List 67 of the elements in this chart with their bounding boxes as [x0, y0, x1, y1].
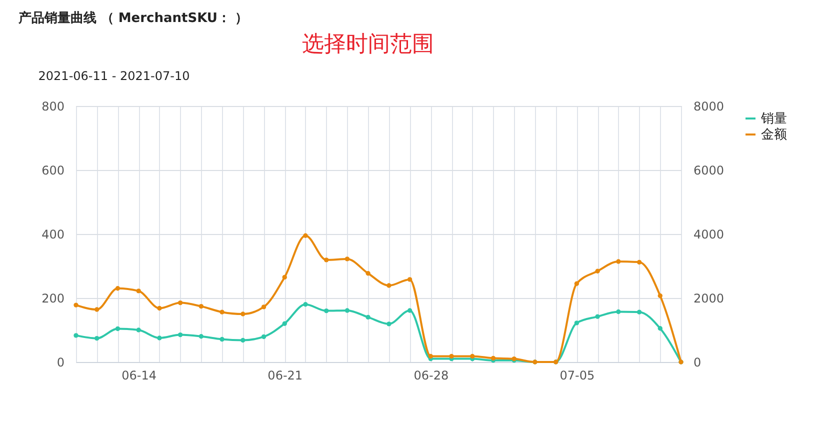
point	[115, 286, 120, 291]
point	[94, 307, 100, 312]
text: 选择时间范围	[302, 32, 434, 57]
point	[157, 336, 162, 340]
point	[178, 300, 183, 306]
point	[157, 306, 162, 311]
x-tick-label: 07-05	[560, 368, 595, 382]
point	[616, 259, 621, 264]
chart-title: 产品销量曲线 （ MerchantSKU： ）	[17, 10, 248, 26]
point	[407, 277, 412, 282]
point	[658, 326, 662, 331]
point	[303, 302, 308, 307]
point	[595, 314, 600, 319]
y2-tick-label: 4000	[694, 228, 724, 242]
point	[261, 334, 266, 340]
x-tick-label: 06-14	[122, 368, 157, 382]
point	[136, 288, 141, 294]
y-tick-label: 800	[42, 100, 64, 114]
y-tick-label: 0	[56, 356, 64, 370]
point	[344, 308, 350, 313]
point	[616, 309, 621, 314]
point	[282, 321, 287, 326]
point	[366, 271, 370, 276]
point	[220, 310, 224, 314]
point	[386, 322, 392, 326]
y-tick-label: 200	[42, 292, 64, 306]
point	[94, 336, 100, 341]
point	[220, 336, 224, 342]
point	[574, 320, 580, 326]
legend-label: 金额	[761, 128, 787, 142]
point	[428, 354, 433, 359]
point	[240, 338, 246, 343]
point	[74, 333, 78, 338]
y-tick-label: 400	[42, 228, 64, 242]
point	[198, 304, 204, 309]
point	[282, 274, 287, 280]
point	[449, 354, 454, 359]
point	[636, 310, 642, 314]
point	[470, 354, 475, 359]
point	[344, 256, 350, 262]
point	[324, 258, 329, 262]
x-tick-label: 06-28	[414, 368, 449, 382]
y2-tick-label: 0	[694, 356, 702, 370]
legend-label: 销量	[760, 112, 787, 126]
x-tick-label: 06-21	[268, 368, 303, 382]
point	[595, 268, 600, 274]
y2-tick-label: 2000	[694, 292, 724, 306]
point	[74, 302, 78, 308]
y2-tick-label: 8000	[694, 100, 724, 114]
point	[178, 332, 183, 338]
point	[574, 281, 580, 286]
point	[303, 233, 308, 238]
text: 2021-06-11 - 2021-07-10	[38, 69, 190, 83]
point	[658, 293, 662, 298]
point	[240, 312, 246, 316]
y2-tick-label: 6000	[694, 164, 724, 178]
point	[136, 328, 141, 332]
point	[198, 334, 204, 339]
point	[324, 308, 329, 314]
point	[115, 326, 120, 332]
point	[366, 314, 370, 320]
point	[490, 356, 496, 360]
point	[261, 304, 266, 310]
point	[386, 283, 392, 288]
point	[636, 260, 642, 264]
point	[407, 308, 412, 313]
y-tick-label: 600	[42, 164, 64, 178]
